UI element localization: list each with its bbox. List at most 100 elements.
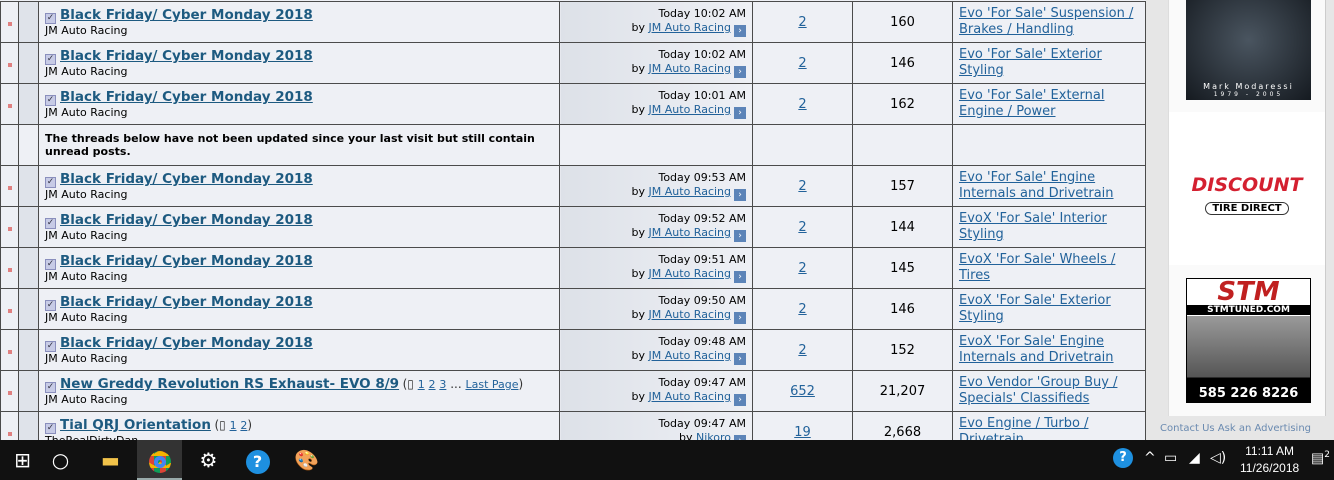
last-poster-link[interactable]: JM Auto Racing (648, 62, 731, 75)
last-poster-link[interactable]: JM Auto Racing (648, 21, 731, 34)
page-link[interactable]: 1 (417, 378, 425, 391)
checkbox-icon[interactable]: ✓ (45, 300, 56, 311)
battery-icon[interactable]: ▭ (1164, 450, 1178, 466)
checkbox-icon[interactable]: ✓ (45, 218, 56, 229)
page-link[interactable]: 2 (240, 419, 248, 432)
cortana-icon[interactable]: ○ (51, 448, 70, 472)
chrome-icon[interactable] (137, 440, 182, 480)
forum-link[interactable]: EvoX 'For Sale' Wheels / Tires (959, 252, 1116, 283)
thread-title-link[interactable]: Black Friday/ Cyber Monday 2018 (60, 48, 313, 64)
thread-title-link[interactable]: Black Friday/ Cyber Monday 2018 (60, 335, 313, 351)
clock[interactable]: 11:11 AM 11/26/2018 (1240, 443, 1299, 477)
wifi-icon[interactable]: ◢ (1189, 450, 1200, 466)
settings-icon[interactable]: ⚙ (199, 448, 218, 472)
thread-title-link[interactable]: Black Friday/ Cyber Monday 2018 (60, 89, 313, 105)
title-cell: ✓ Black Friday/ Cyber Monday 2018 JM Auto… (38, 165, 560, 207)
show-hidden-icons[interactable]: ^ (1144, 450, 1156, 466)
file-explorer-icon[interactable]: ▬ (101, 448, 120, 472)
checkbox-icon[interactable]: ✓ (45, 382, 56, 393)
checkbox-icon[interactable]: ✓ (45, 341, 56, 352)
ad-discount-tire[interactable]: DISCOUNT TIRE DIRECT (1169, 112, 1325, 265)
go-to-last-post-icon[interactable]: › (734, 435, 746, 440)
thread-row: ✓ Black Friday/ Cyber Monday 2018 JM Auto… (0, 288, 1146, 330)
page-link[interactable]: 1 (229, 419, 237, 432)
last-poster-link[interactable]: JM Auto Racing (648, 103, 731, 116)
forum-link[interactable]: Evo 'For Sale' Suspension / Brakes / Han… (959, 6, 1134, 37)
checkbox-icon[interactable]: ✓ (45, 95, 56, 106)
start-icon[interactable]: ⊞ (14, 448, 31, 472)
status-cell (0, 1, 19, 43)
ad-stm[interactable]: STM STMTUNED.COM 585 226 8226 (1186, 278, 1311, 403)
page-link[interactable]: 2 (428, 378, 436, 391)
go-to-last-post-icon[interactable]: › (734, 394, 746, 406)
status-icon (7, 21, 12, 26)
thread-title-link[interactable]: Black Friday/ Cyber Monday 2018 (60, 171, 313, 187)
notifications-icon[interactable]: ▤2 (1311, 450, 1330, 467)
go-to-last-post-icon[interactable]: › (734, 66, 746, 78)
replies-link[interactable]: 2 (798, 14, 807, 30)
go-to-last-post-icon[interactable]: › (734, 353, 746, 365)
last-post-time: Today 10:02 AM (658, 7, 746, 20)
checkbox-icon[interactable]: ✓ (45, 13, 56, 24)
forum-link[interactable]: Evo 'For Sale' External Engine / Power (959, 88, 1105, 119)
sidebar-bottom-link[interactable]: Contact Us Ask an Advertising (1160, 423, 1312, 434)
go-to-last-post-icon[interactable]: › (734, 107, 746, 119)
checkbox-icon[interactable]: ✓ (45, 177, 56, 188)
by-label: by (678, 431, 693, 440)
volume-icon[interactable]: ◁) (1210, 450, 1227, 466)
thread-list: ✓ Black Friday/ Cyber Monday 2018 JM Auto… (0, 0, 1146, 440)
forum-cell: Evo 'For Sale' Suspension / Brakes / Han… (952, 1, 1146, 43)
page-link[interactable]: 3 (439, 378, 447, 391)
replies-link[interactable]: 2 (798, 178, 807, 194)
replies-link[interactable]: 2 (798, 260, 807, 276)
ad-memorial[interactable]: Mark Modaressi 1979 - 2005 (1186, 0, 1311, 100)
last-poster-link[interactable]: JM Auto Racing (648, 349, 731, 362)
checkbox-icon[interactable]: ✓ (45, 54, 56, 65)
thread-title-link[interactable]: Black Friday/ Cyber Monday 2018 (60, 212, 313, 228)
forum-link[interactable]: EvoX 'For Sale' Engine Internals and Dri… (959, 334, 1114, 365)
replies-link[interactable]: 652 (790, 383, 815, 399)
replies-link[interactable]: 2 (798, 55, 807, 71)
last-poster-link[interactable]: JM Auto Racing (648, 308, 731, 321)
help-icon[interactable]: ? (235, 440, 280, 480)
status-cell (0, 206, 19, 248)
go-to-last-post-icon[interactable]: › (734, 230, 746, 242)
last-page-link[interactable]: Last Page (465, 378, 519, 391)
forum-link[interactable]: Evo 'For Sale' Exterior Styling (959, 47, 1102, 78)
forum-link[interactable]: EvoX 'For Sale' Interior Styling (959, 211, 1107, 242)
last-poster-link[interactable]: Nikoro (695, 431, 731, 440)
forum-cell: EvoX 'For Sale' Interior Styling (952, 206, 1146, 248)
forum-link[interactable]: Evo Engine / Turbo / Drivetrain (959, 416, 1089, 440)
checkbox-icon[interactable]: ✓ (45, 259, 56, 270)
last-poster-link[interactable]: JM Auto Racing (648, 226, 731, 239)
status-cell (0, 370, 19, 412)
checkbox-icon[interactable]: ✓ (45, 423, 56, 434)
last-poster-link[interactable]: JM Auto Racing (648, 185, 731, 198)
thread-title-link[interactable]: Tial QRJ Orientation (60, 417, 211, 433)
go-to-last-post-icon[interactable]: › (734, 271, 746, 283)
forum-cell: Evo 'For Sale' External Engine / Power (952, 83, 1146, 125)
thread-title-link[interactable]: Black Friday/ Cyber Monday 2018 (60, 253, 313, 269)
thread-row: ✓ Black Friday/ Cyber Monday 2018 JM Auto… (0, 165, 1146, 207)
last-poster-link[interactable]: JM Auto Racing (648, 267, 731, 280)
icon-cell (18, 206, 39, 248)
paint-icon[interactable]: 🎨 (294, 448, 319, 472)
thread-title-link[interactable]: Black Friday/ Cyber Monday 2018 (60, 294, 313, 310)
go-to-last-post-icon[interactable]: › (734, 25, 746, 37)
thread-title-link[interactable]: Black Friday/ Cyber Monday 2018 (60, 7, 313, 23)
forum-link[interactable]: Evo Vendor 'Group Buy / Specials' Classi… (959, 375, 1118, 406)
go-to-last-post-icon[interactable]: › (734, 189, 746, 201)
replies-link[interactable]: 2 (798, 342, 807, 358)
replies-link[interactable]: 2 (798, 96, 807, 112)
last-post-cell: Today 09:51 AM by JM Auto Racing › (559, 247, 753, 289)
thread-row: ✓ Black Friday/ Cyber Monday 2018 JM Auto… (0, 247, 1146, 289)
forum-link[interactable]: EvoX 'For Sale' Exterior Styling (959, 293, 1111, 324)
forum-link[interactable]: Evo 'For Sale' Engine Internals and Driv… (959, 170, 1114, 201)
last-poster-link[interactable]: JM Auto Racing (648, 390, 731, 403)
replies-link[interactable]: 19 (794, 424, 811, 440)
update-help-icon[interactable]: ? (1113, 448, 1133, 468)
replies-link[interactable]: 2 (798, 301, 807, 317)
replies-link[interactable]: 2 (798, 219, 807, 235)
go-to-last-post-icon[interactable]: › (734, 312, 746, 324)
thread-title-link[interactable]: New Greddy Revolution RS Exhaust- EVO 8/… (60, 376, 400, 392)
